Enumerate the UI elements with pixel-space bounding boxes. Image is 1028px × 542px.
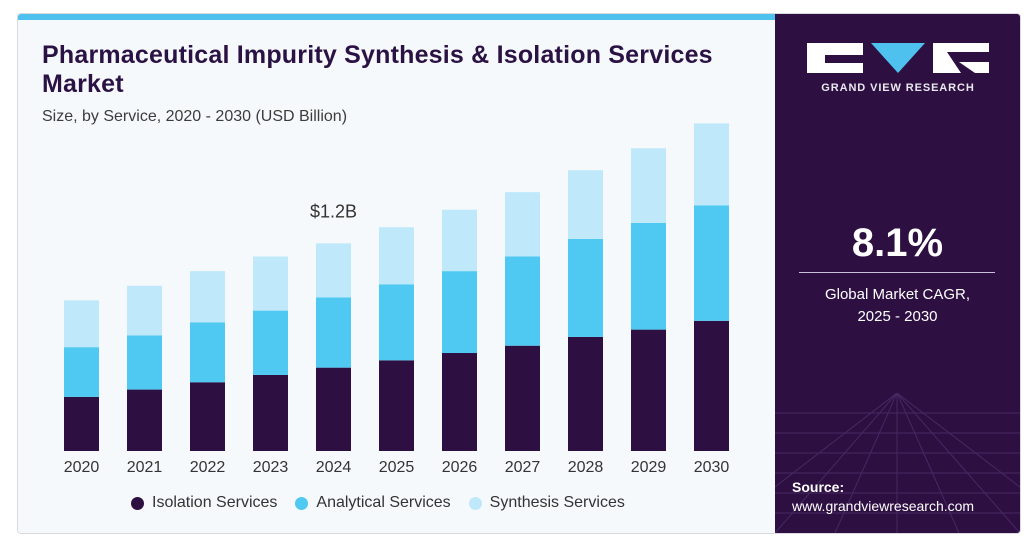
bar-segment-2020-2 [64,347,99,397]
chart-title: Pharmaceutical Impurity Synthesis & Isol… [42,41,713,98]
bar-segment-2022-1 [190,382,225,451]
source-label: Source: [792,479,845,495]
sidebar-panel: GRAND VIEW RESEARCH 8.1% Global Market C… [775,14,1020,533]
infographic-card: Pharmaceutical Impurity Synthesis & Isol… [17,13,1021,534]
bar-segment-2030-2 [694,205,729,321]
legend-swatch [131,496,144,510]
bar-segment-2025-1 [379,360,414,451]
cagr-label: Global Market CAGR, 2025 - 2030 [775,284,1020,328]
bar-segment-2020-1 [64,396,99,451]
bar-segment-2026-3 [442,209,477,272]
chart-panel: Pharmaceutical Impurity Synthesis & Isol… [18,14,775,533]
legend-label: Isolation Services [152,494,278,511]
legend-swatch [468,496,482,510]
x-tick-label: 2030 [694,459,730,476]
bar-segment-2024-2 [316,297,351,368]
x-tick-label: 2029 [631,459,667,476]
accent-strip [18,14,775,20]
legend-item: Isolation Services [131,494,277,512]
legend-label: Analytical Services [316,494,451,511]
bar-segment-2028-2 [568,238,603,337]
bar-segment-2027-3 [505,192,540,257]
bar-segment-2029-2 [631,222,666,330]
bar-segment-2025-3 [379,227,414,285]
legend-swatch [295,496,309,510]
legend-item: Synthesis Services [468,494,625,512]
legend-item: Analytical Services [295,494,451,512]
bar-segment-2029-3 [631,148,666,223]
x-tick-label: 2026 [442,459,478,476]
bar-segment-2027-1 [505,345,540,451]
bar-segment-2022-2 [190,322,225,383]
grid-background-graphic [775,393,1020,533]
bar-segment-2023-2 [253,310,288,375]
bar-segment-2026-2 [442,271,477,354]
x-tick-label: 2023 [253,459,289,476]
bar-segment-2022-3 [190,271,225,323]
stacked-bar-chart: 2020 2021 2022 2023 2024 $1.2B 2025 2026 2027 202… [64,123,730,476]
bar-segment-2030-3 [694,123,729,206]
bar-segment-2021-2 [127,335,162,390]
bar-segment-2020-3 [64,300,99,348]
cagr-value: 8.1% [851,221,944,265]
bar-segment-2024-3 [316,243,351,298]
x-tick-label: 2028 [568,459,604,476]
x-tick-label: 2025 [379,459,415,476]
source-url[interactable]: www.grandviewresearch.com [792,498,975,514]
logo-mark-icon [807,43,989,73]
bar-segment-2028-1 [568,336,603,451]
bar-segment-2027-2 [505,256,540,346]
cagr-label-line1: Global Market CAGR, [824,286,971,303]
x-tick-label: 2021 [127,459,163,476]
bar-segment-2023-1 [253,374,288,451]
bar-segment-2030-1 [694,320,729,451]
cagr-label-line2: 2025 - 2030 [857,308,938,325]
bar-segment-2021-1 [127,389,162,451]
cagr-divider [799,272,995,273]
bar-segment-2028-3 [568,170,603,239]
x-tick-label: 2022 [190,459,226,476]
bar-segment-2023-3 [253,256,288,311]
bar-segment-2026-1 [442,353,477,451]
brand-name: GRAND VIEW RESEARCH [821,82,975,94]
bar-segment-2024-1 [316,367,351,451]
chart-subtitle: Size, by Service, 2020 - 2030 (USD Billi… [42,108,348,125]
bar-segment-2025-2 [379,284,414,361]
chart-legend: Isolation Services Analytical Services Syn… [131,494,643,512]
bar-segment-2021-3 [127,285,162,336]
x-tick-label: 2027 [505,459,541,476]
data-label-annotation: $1.2B [310,201,357,221]
brand-logo: GRAND VIEW RESEARCH [807,42,989,94]
legend-label: Synthesis Services [489,494,625,511]
x-tick-label: 2024 [316,459,352,476]
bar-segment-2029-1 [631,329,666,451]
x-tick-label: 2020 [64,459,100,476]
